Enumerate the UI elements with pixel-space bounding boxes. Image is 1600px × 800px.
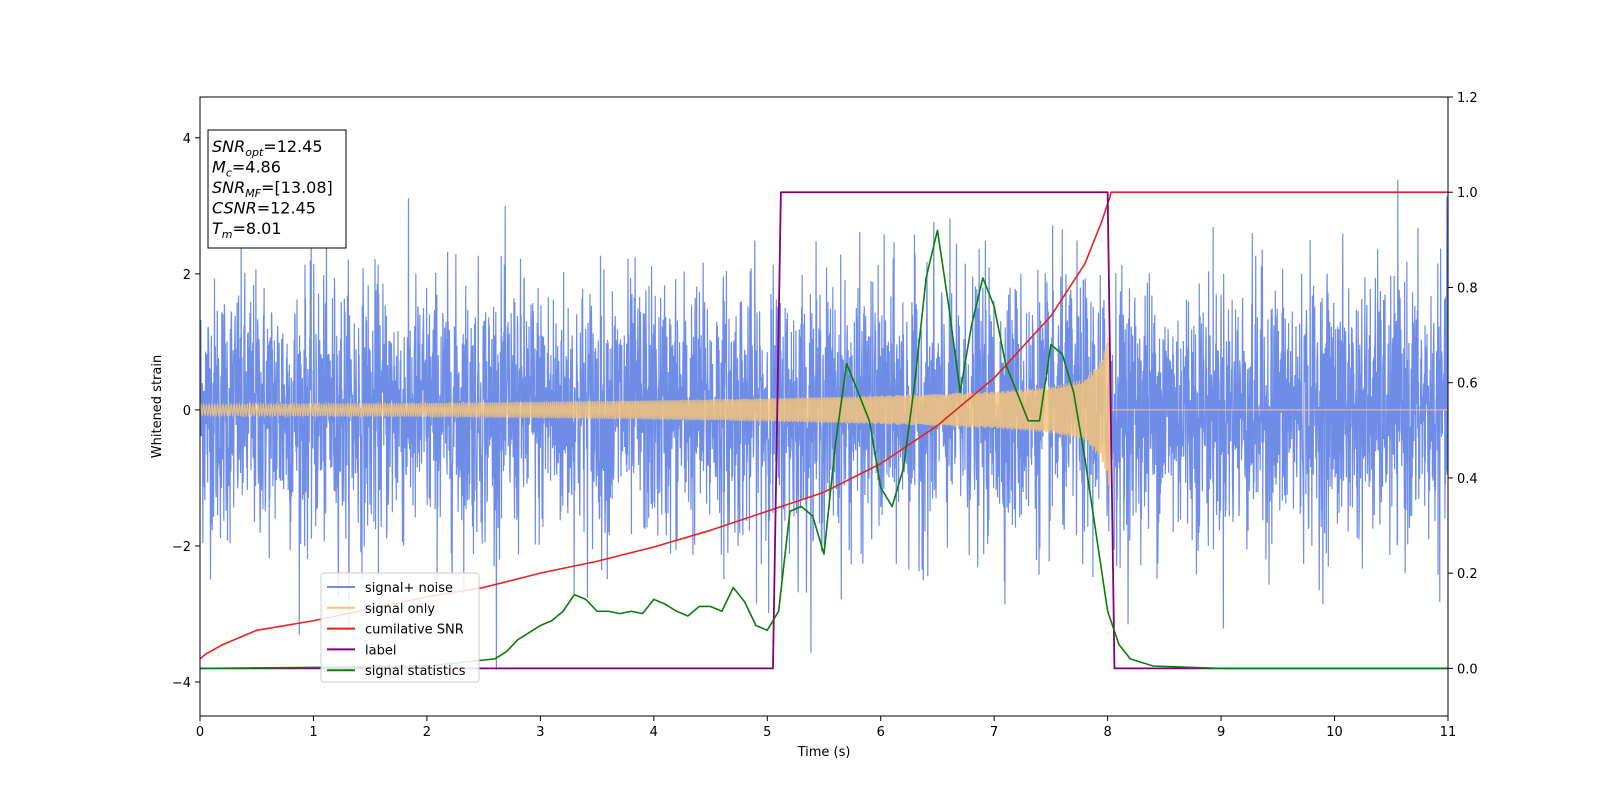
annotation-line: Mc=4.86 bbox=[212, 158, 281, 180]
legend-label: signal only bbox=[365, 602, 435, 617]
legend-label: signal statistics bbox=[365, 664, 466, 679]
annotation-line: CSNR=12.45 bbox=[212, 199, 316, 218]
axes: 0 1 2 3 4 5 6 7 8 9 10 11 −4 −2 0 2 4 0.0 0.2 0.4 0.6 0.8 1.0 1… bbox=[150, 91, 1478, 760]
y-left-tick-label: −2 bbox=[172, 540, 191, 555]
annotation-box: SNRopt=12.45Mc=4.86SNRMF=[13.08]CSNR=12.… bbox=[207, 129, 347, 249]
annotation-line: SNRMF=[13.08] bbox=[212, 178, 333, 200]
signal-only-line bbox=[200, 337, 1448, 489]
annotation-frame bbox=[207, 129, 347, 249]
signal-statistics-line bbox=[200, 229, 1448, 670]
x-tick-label: 3 bbox=[536, 725, 544, 740]
y-right-tick-label: 0.0 bbox=[1457, 662, 1478, 677]
axes-frame bbox=[199, 96, 1449, 717]
x-tick-label: 6 bbox=[877, 725, 885, 740]
y-right-tick-label: 1.0 bbox=[1457, 186, 1478, 201]
y-right-tick-label: 0.2 bbox=[1457, 567, 1478, 582]
y-left-tick-label: 0 bbox=[183, 404, 191, 419]
x-tick-label: 9 bbox=[1217, 725, 1225, 740]
x-tick-label: 11 bbox=[1440, 725, 1457, 740]
y-left-tick-label: 4 bbox=[183, 132, 191, 147]
x-tick-label: 2 bbox=[423, 725, 431, 740]
legend-label: cumilative SNR bbox=[365, 623, 464, 638]
x-tick-label: 10 bbox=[1326, 725, 1343, 740]
y-right-tick-label: 0.6 bbox=[1457, 377, 1478, 392]
legend-frame bbox=[320, 572, 480, 683]
plot-lines bbox=[200, 179, 1448, 670]
x-tick-label: 0 bbox=[196, 725, 204, 740]
y-right-tick-label: 1.2 bbox=[1457, 91, 1478, 106]
legend-label: signal+ noise bbox=[365, 581, 453, 596]
x-tick-label: 8 bbox=[1103, 725, 1111, 740]
y-right-tick-label: 0.4 bbox=[1457, 472, 1478, 487]
y-axis-label: Whitened strain bbox=[150, 355, 165, 458]
annotation-line: SNRopt=12.45 bbox=[212, 137, 323, 159]
x-tick-label: 7 bbox=[990, 725, 998, 740]
x-tick-label: 1 bbox=[309, 725, 317, 740]
plot-area bbox=[200, 179, 1448, 670]
x-tick-label: 5 bbox=[763, 725, 771, 740]
cumulative-snr-line bbox=[200, 191, 1448, 660]
y-left-tick-label: 2 bbox=[183, 268, 191, 283]
annotation-line: Tm=8.01 bbox=[212, 219, 282, 241]
legend-label: label bbox=[365, 643, 396, 658]
x-tick-label: 4 bbox=[650, 725, 658, 740]
label-line bbox=[200, 191, 1448, 670]
y-right-tick-label: 0.8 bbox=[1457, 281, 1478, 296]
legend: signal+ noise signal only cumilative SNR la… bbox=[320, 572, 480, 683]
y-left-tick-label: −4 bbox=[172, 676, 191, 691]
x-axis-label: Time (s) bbox=[797, 745, 851, 760]
